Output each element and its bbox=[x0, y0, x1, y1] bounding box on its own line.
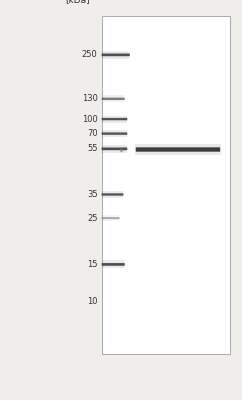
FancyBboxPatch shape bbox=[102, 118, 127, 120]
Text: 70: 70 bbox=[87, 129, 98, 138]
Bar bbox=[102, 16, 230, 354]
Text: 25: 25 bbox=[87, 214, 98, 223]
FancyBboxPatch shape bbox=[102, 98, 125, 100]
FancyBboxPatch shape bbox=[102, 263, 125, 266]
FancyBboxPatch shape bbox=[136, 147, 220, 152]
Text: 55: 55 bbox=[87, 144, 98, 153]
Bar bbox=[102, 191, 123, 198]
Bar bbox=[102, 51, 129, 59]
Bar bbox=[102, 145, 127, 153]
Bar bbox=[102, 260, 124, 268]
Text: 250: 250 bbox=[82, 50, 98, 59]
Bar bbox=[102, 215, 119, 221]
Text: 35: 35 bbox=[87, 190, 98, 199]
FancyBboxPatch shape bbox=[102, 193, 123, 196]
Text: 130: 130 bbox=[82, 94, 98, 103]
FancyBboxPatch shape bbox=[102, 54, 130, 56]
Bar bbox=[102, 95, 124, 102]
Bar bbox=[102, 130, 127, 137]
Bar bbox=[102, 116, 127, 123]
FancyBboxPatch shape bbox=[102, 217, 120, 219]
Text: 100: 100 bbox=[82, 114, 98, 124]
Text: 10: 10 bbox=[87, 297, 98, 306]
FancyBboxPatch shape bbox=[102, 132, 127, 135]
Text: 15: 15 bbox=[87, 260, 98, 269]
Text: [kDa]: [kDa] bbox=[66, 0, 90, 4]
Bar bbox=[135, 144, 221, 156]
FancyBboxPatch shape bbox=[102, 148, 127, 150]
